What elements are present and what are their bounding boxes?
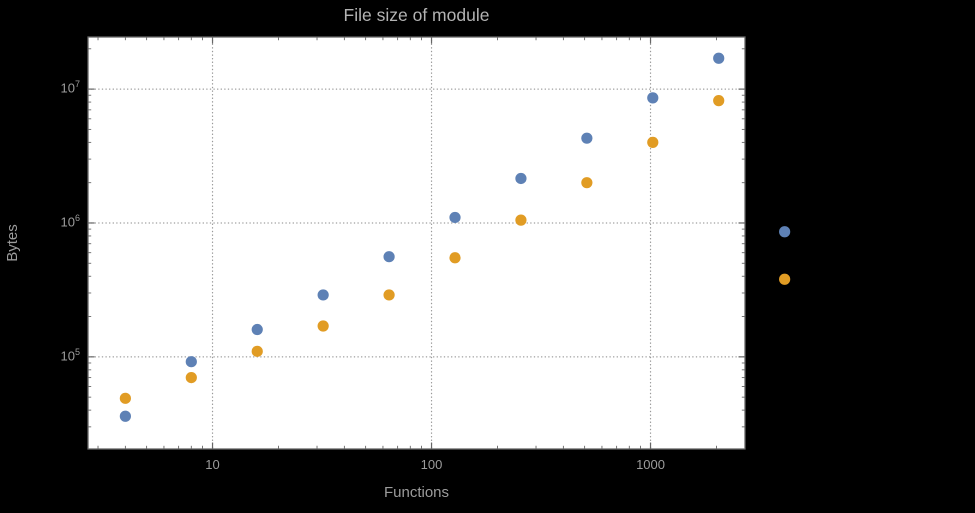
data-point-series-2-orange xyxy=(383,289,395,301)
x-axis-label: Functions xyxy=(383,484,450,501)
data-point-series-1-blue xyxy=(119,410,131,422)
data-point-series-2-orange xyxy=(317,320,329,332)
x-tick-label: 1000 xyxy=(636,457,665,472)
y-axis-label: Bytes xyxy=(4,224,21,262)
x-tick-label: 100 xyxy=(420,457,443,472)
plot-background xyxy=(88,37,745,449)
data-point-series-1-blue xyxy=(647,92,659,104)
data-point-series-2-orange xyxy=(251,345,263,357)
y-tick-label: 105 xyxy=(60,346,80,364)
data-point-series-1-blue xyxy=(515,172,527,185)
data-point-series-1-blue xyxy=(449,211,461,224)
data-point-series-2-orange xyxy=(779,273,791,285)
y-tick-label: 106 xyxy=(60,212,80,230)
y-tick-label: 107 xyxy=(60,79,80,96)
data-point-series-2-orange xyxy=(713,95,725,107)
x-tick-label: 10 xyxy=(205,457,220,472)
plot-frame xyxy=(87,36,746,450)
chart-title: File size of module xyxy=(343,5,490,25)
data-point-series-2-orange xyxy=(647,136,659,148)
data-point-series-1-blue xyxy=(185,356,197,368)
data-point-series-2-orange xyxy=(515,214,527,226)
data-point-series-1-blue xyxy=(317,289,329,301)
data-point-series-2-orange xyxy=(581,177,593,189)
data-point-series-2-orange xyxy=(119,392,131,404)
data-point-series-1-blue xyxy=(251,323,263,336)
data-point-series-2-orange xyxy=(185,371,197,384)
data-point-series-1-blue xyxy=(383,251,395,263)
data-point-series-1-blue xyxy=(779,226,791,238)
data-point-series-1-blue xyxy=(713,52,725,64)
data-point-series-1-blue xyxy=(581,132,593,144)
data-point-series-2-orange xyxy=(449,252,461,264)
